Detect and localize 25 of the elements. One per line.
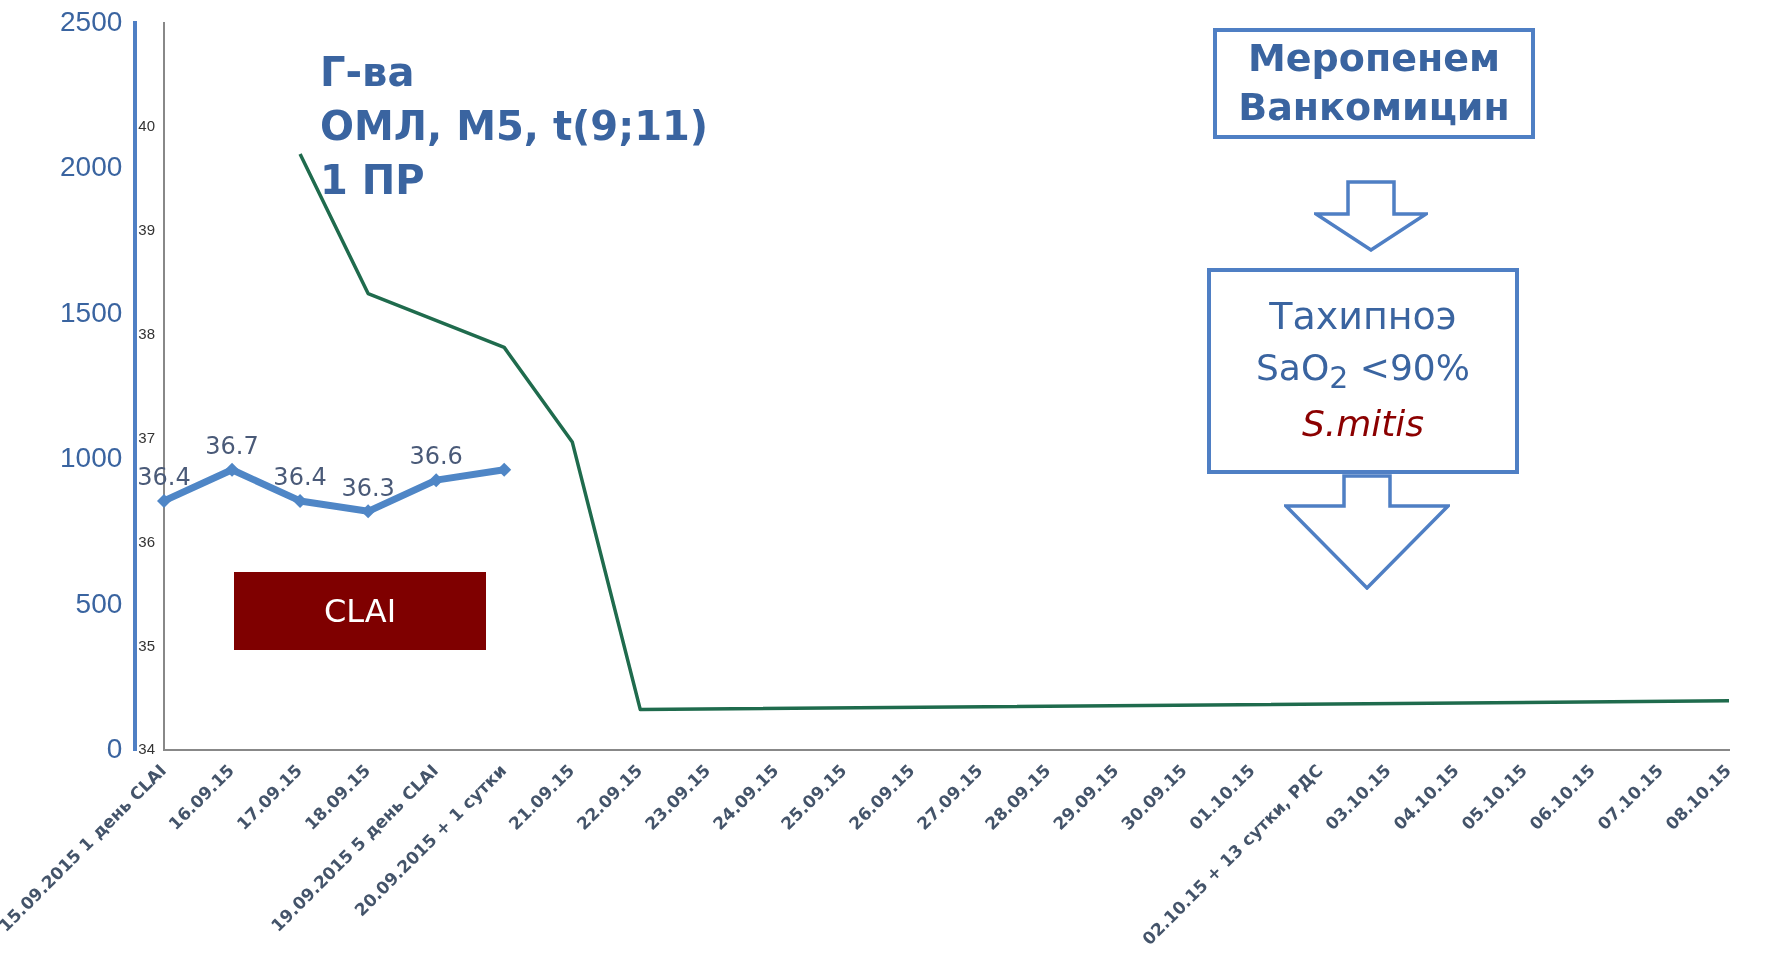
y2-tick-label: 2000 [60,151,123,183]
y-tick-label: 36 [138,532,155,550]
data-label: 36.6 [409,442,463,471]
data-label: 36.3 [341,473,395,502]
annotation: Меропенем Ванкомицин [1213,28,1535,139]
annotation: SaO$_{2}$ <90% [1255,346,1471,398]
y2-tick-label: 1000 [60,442,123,474]
y2-tick-label: 1500 [60,296,123,328]
data-label: 36.7 [205,432,259,461]
point [225,462,240,477]
annotation: Тахипноэ [1268,293,1458,340]
y-tick-label: 35 [138,636,155,654]
y-tick-label: 34 [138,740,155,758]
y2-tick-label: 0 [106,733,123,765]
y-tick-label: 38 [138,324,155,342]
y-tick-label: 40 [138,117,155,135]
y2-tick-label: 2500 [60,5,123,37]
annotation: Г-ва ОМЛ, М5, t(9;11) 1 ПР [320,48,709,205]
data-label: 36.4 [273,463,327,492]
label-box: CLAI [234,572,486,650]
y2-tick-label: 500 [75,587,123,619]
y-tick-label: 37 [138,428,155,446]
y-tick-label: 39 [138,220,155,238]
annotation: S.mitis [1300,402,1426,447]
point [156,493,171,508]
